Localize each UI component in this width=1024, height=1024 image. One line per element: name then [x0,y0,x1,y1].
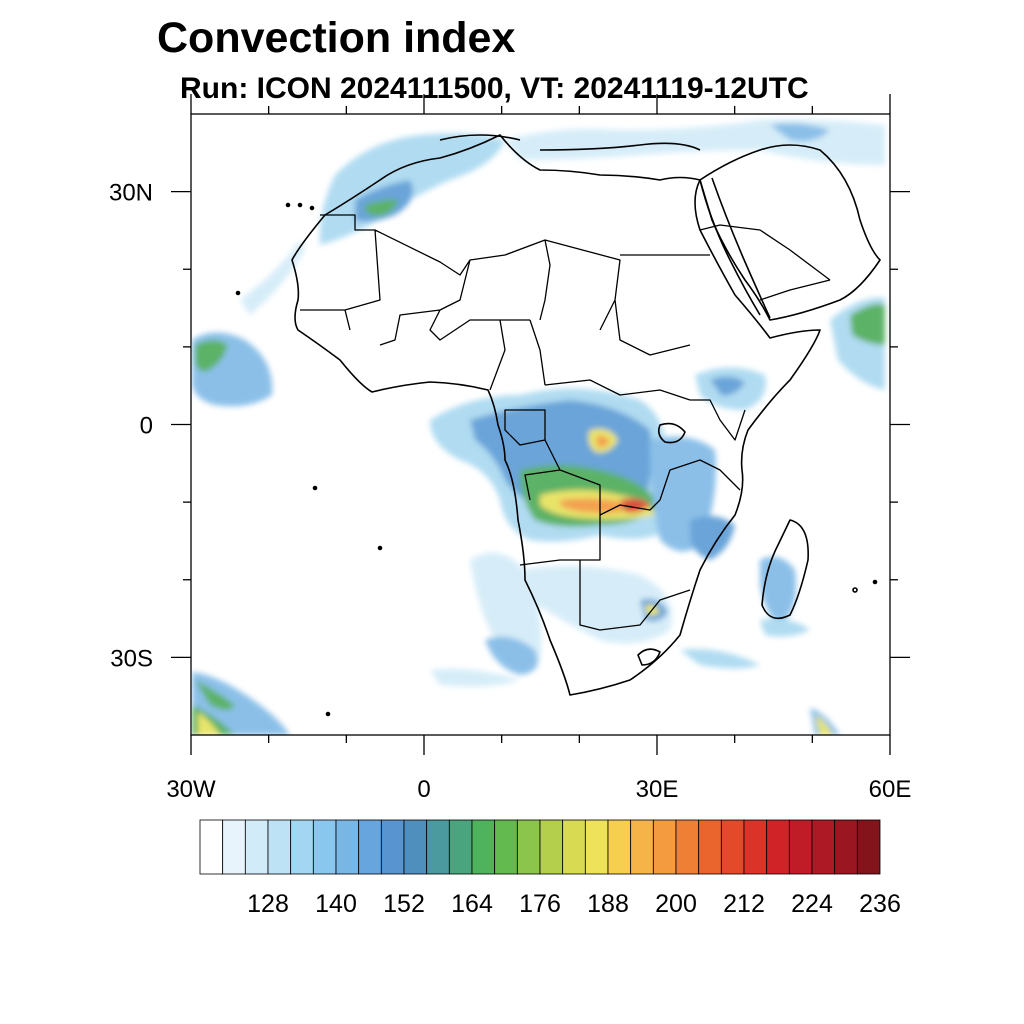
colorbar-swatch [267,819,292,875]
colorbar-swatch [290,819,314,875]
colorbar-swatch [426,819,450,875]
colorbar-swatch [675,819,700,875]
colorbar-swatch [380,819,405,875]
colorbar-swatch [516,819,541,875]
chart-subtitle: Run: ICON 2024111500, VT: 20241119-12UTC [180,72,809,105]
africa-coastline [291,134,821,696]
colorbar-swatch [358,819,382,875]
colorbar-swatch [788,819,813,875]
y-tick-label: 30S [110,645,153,672]
colorbar-swatch [584,819,609,875]
x-tick-label: 60E [869,776,912,803]
colorbar-label: 152 [383,890,425,918]
colorbar-swatch [720,819,745,875]
colorbar-swatch [743,819,768,875]
colorbar-swatch [539,819,564,875]
colorbar-labels: 128 140 152 164 176 188 200 212 224 236 [247,890,901,918]
colorbar [199,819,881,875]
colorbar-label: 176 [519,890,561,918]
colorbar-swatch [607,819,632,875]
colorbar-swatch [834,819,858,875]
y-tick-label: 30N [109,180,153,207]
colorbar-swatch [312,819,337,875]
colorbar-swatch [448,819,473,875]
x-tick-label: 30W [166,776,216,803]
chart-title: Convection index [157,14,516,62]
colorbar-swatch [766,819,790,875]
colorbar-label: 224 [791,890,833,918]
arabia-coastline [699,144,881,321]
colorbar-swatch [335,819,360,875]
colorbar-swatch [403,819,428,875]
coastlines [235,134,881,717]
colorbar-swatch [698,819,722,875]
country-borders [300,214,831,631]
x-tick-label: 0 [417,776,430,803]
colorbar-swatch [630,819,654,875]
colorbar-label: 164 [451,890,493,918]
colorbar-swatch [562,819,586,875]
colorbar-label: 212 [723,890,765,918]
axis-tick-labels: 30W 0 30E 60E 30N 0 30S [109,180,911,803]
axis-ticks [171,94,910,755]
colorbar-label: 200 [655,890,697,918]
colorbar-swatch [494,819,518,875]
colorbar-label: 188 [587,890,629,918]
convection-shading [192,119,885,735]
colorbar-swatch [856,819,881,875]
colorbar-label: 140 [315,890,357,918]
colorbar-swatch [244,819,269,875]
colorbar-swatch [471,819,496,875]
colorbar-swatch [652,819,677,875]
y-tick-label: 0 [140,413,153,440]
colorbar-label: 236 [859,890,901,918]
x-tick-label: 30E [636,776,679,803]
madagascar-coastline [761,519,809,620]
colorbar-label: 128 [247,890,289,918]
colorbar-swatch [222,819,246,875]
colorbar-swatch [199,819,224,875]
colorbar-swatch [811,819,836,875]
